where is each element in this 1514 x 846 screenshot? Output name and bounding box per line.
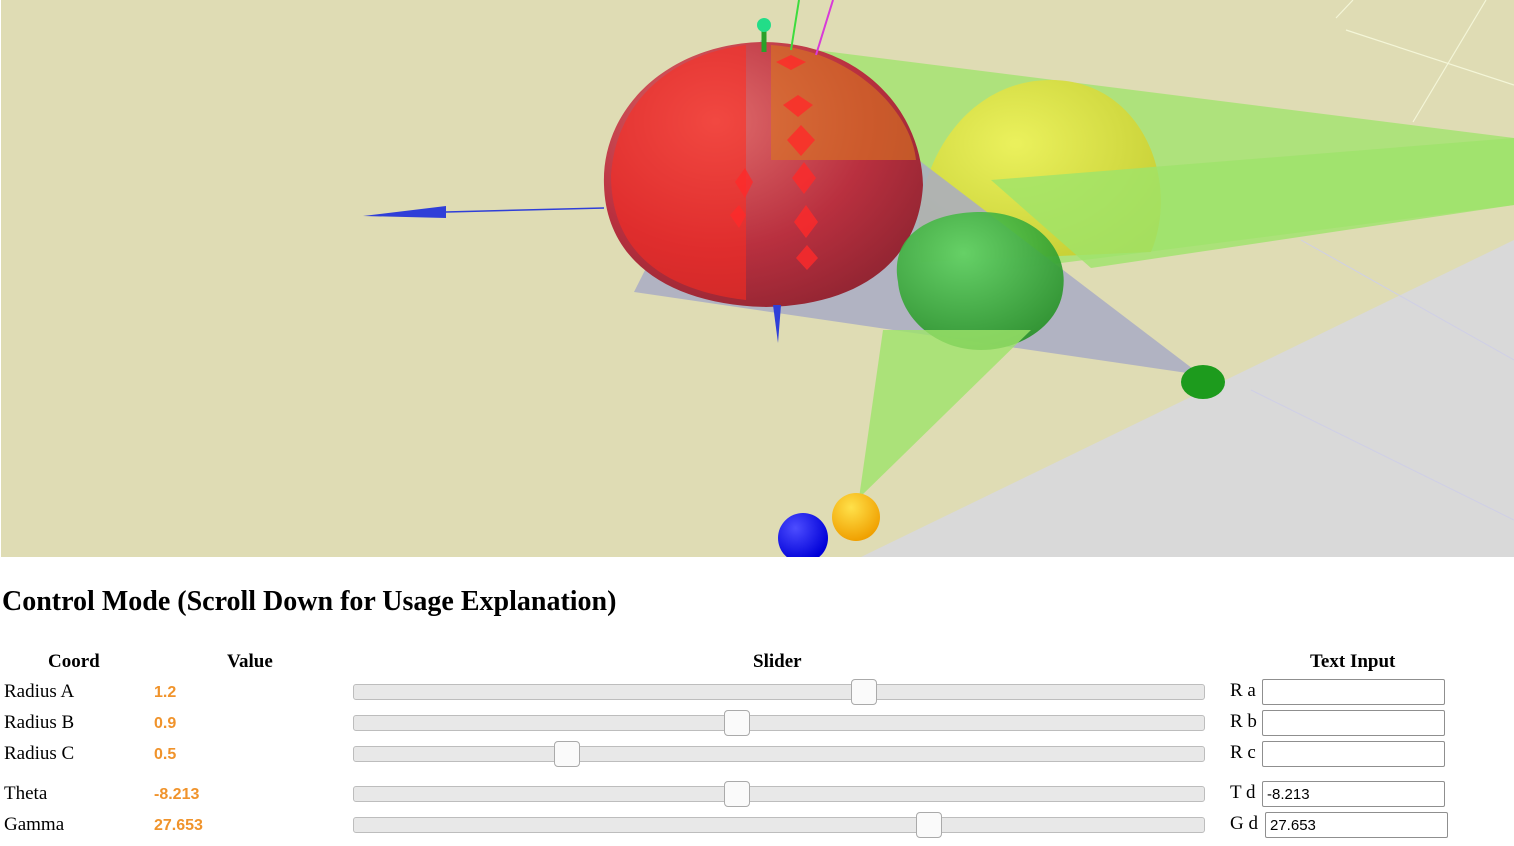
slider-radius-c[interactable] xyxy=(353,741,1205,767)
input-gamma[interactable] xyxy=(1265,812,1448,838)
column-header-coord: Coord xyxy=(48,651,100,672)
light-cone-front xyxy=(991,138,1514,268)
slider-radius-a[interactable] xyxy=(353,679,1205,705)
input-label-gamma: G d xyxy=(1230,813,1258,834)
green-sphere xyxy=(896,212,1064,350)
row-value-radius-b: 0.9 xyxy=(154,715,177,732)
slider-thumb-radius-a[interactable] xyxy=(851,679,877,705)
blue-ball xyxy=(778,513,828,557)
row-label-radius-a: Radius A xyxy=(4,681,75,702)
input-radius-a[interactable] xyxy=(1262,679,1445,705)
3d-viewport[interactable] xyxy=(1,0,1514,557)
row-label-theta: Theta xyxy=(4,783,48,804)
axis-arrow-left xyxy=(363,206,446,218)
slider-radius-b[interactable] xyxy=(353,710,1205,736)
row-label-gamma: Gamma xyxy=(4,814,65,835)
pole-top-ball xyxy=(757,18,771,32)
column-header-slider: Slider xyxy=(753,651,802,672)
input-label-radius-b: R b xyxy=(1230,711,1257,732)
row-label-radius-c: Radius C xyxy=(4,743,75,764)
red-sphere-highlight xyxy=(611,45,746,300)
slider-thumb-theta[interactable] xyxy=(723,781,750,807)
y-axis xyxy=(445,207,605,213)
green-ellipsoid xyxy=(1181,365,1225,399)
page-heading: Control Mode (Scroll Down for Usage Expl… xyxy=(2,586,617,617)
red-sphere-diamond-markers xyxy=(730,55,818,270)
slider-thumb-radius-c[interactable] xyxy=(553,741,580,767)
3d-scene[interactable] xyxy=(1,0,1514,557)
row-value-radius-a: 1.2 xyxy=(154,684,177,701)
axis-arrow-down xyxy=(773,305,781,343)
grid-lines xyxy=(1335,0,1514,123)
slider-thumb-radius-b[interactable] xyxy=(723,710,750,736)
input-radius-b[interactable] xyxy=(1262,710,1445,736)
slider-gamma[interactable] xyxy=(353,812,1205,838)
row-value-radius-c: 0.5 xyxy=(154,746,177,763)
row-value-theta: -8.213 xyxy=(154,786,200,803)
slider-thumb-gamma[interactable] xyxy=(915,812,942,838)
light-cone-bottom xyxy=(859,330,1031,498)
input-label-theta: T d xyxy=(1230,782,1256,803)
input-label-radius-a: R a xyxy=(1230,680,1256,701)
orange-ball xyxy=(832,493,880,541)
input-theta[interactable] xyxy=(1262,781,1445,807)
ground-plane xyxy=(861,240,1514,557)
green-line xyxy=(790,0,800,51)
magenta-line xyxy=(815,0,834,56)
red-sphere-orange-section xyxy=(771,45,916,160)
input-label-radius-c: R c xyxy=(1230,742,1256,763)
column-header-text-input: Text Input xyxy=(1310,651,1396,672)
column-header-value: Value xyxy=(227,651,273,672)
floor-grid-lines xyxy=(1250,239,1514,521)
slider-theta[interactable] xyxy=(353,781,1205,807)
row-value-gamma: 27.653 xyxy=(154,817,203,834)
row-label-radius-b: Radius B xyxy=(4,712,75,733)
input-radius-c[interactable] xyxy=(1262,741,1445,767)
